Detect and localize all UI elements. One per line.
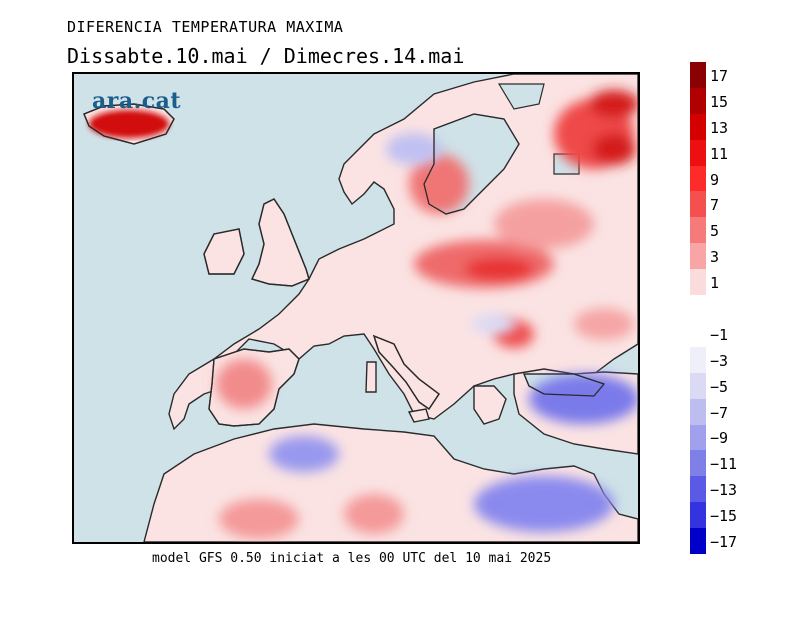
legend-swatch	[690, 243, 706, 270]
map-title: DIFERENCIA TEMPERATURA MAXIMA	[67, 18, 344, 36]
legend-label: 17	[710, 66, 729, 85]
cold-anomalies	[269, 133, 638, 532]
legend-label: −11	[710, 455, 738, 474]
legend-label: 13	[710, 118, 729, 137]
legend-label: 15	[710, 92, 729, 111]
legend-swatch	[690, 269, 706, 296]
legend-label: 9	[710, 170, 720, 189]
aracat-logo: ara.cat	[92, 88, 182, 114]
legend-swatch	[690, 528, 706, 554]
legend-label: 11	[710, 144, 729, 163]
legend-label: −13	[710, 481, 738, 500]
legend-swatch	[690, 165, 706, 192]
iceland-warm	[89, 110, 169, 138]
map-panel: ara.cat	[72, 72, 640, 544]
legend-swatch	[690, 87, 706, 114]
map-subtitle: Dissabte.10.mai / Dimecres.14.mai	[67, 44, 465, 68]
coastlines	[83, 103, 606, 427]
legend-label: −7	[710, 403, 729, 422]
legend-swatch	[690, 424, 706, 451]
europe-map	[83, 74, 638, 542]
legend-label: 3	[710, 248, 720, 267]
legend-label: 1	[710, 274, 720, 293]
legend-label: −15	[710, 507, 738, 526]
legend-label: −1	[710, 325, 729, 344]
legend-label: −3	[710, 351, 729, 370]
legend-swatch	[690, 346, 706, 373]
legend-swatch	[690, 398, 706, 425]
warm-anomalies	[216, 90, 638, 539]
legend-label: −9	[710, 429, 729, 448]
legend-label: 7	[710, 196, 720, 215]
color-legend	[690, 62, 706, 554]
land-masses	[83, 74, 638, 542]
legend-swatch	[690, 450, 706, 477]
legend-swatch	[690, 476, 706, 503]
legend-label: −17	[710, 533, 738, 552]
legend-swatch	[690, 113, 706, 140]
legend-swatch	[690, 217, 706, 244]
legend-swatch	[690, 502, 706, 529]
legend-swatch	[690, 372, 706, 399]
legend-swatch	[690, 62, 706, 88]
legend-swatch	[690, 191, 706, 218]
legend-swatch	[690, 139, 706, 166]
legend-swatch	[690, 320, 706, 347]
model-caption: model GFS 0.50 iniciat a les 00 UTC del …	[152, 551, 552, 566]
legend-label: 5	[710, 222, 720, 241]
legend-label: −5	[710, 377, 729, 396]
